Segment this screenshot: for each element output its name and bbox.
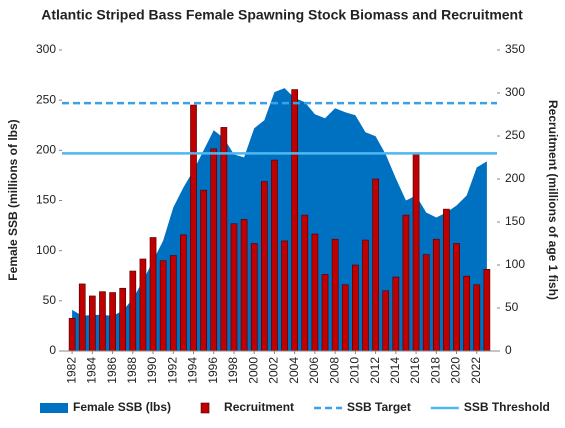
recruitment-bar [402, 214, 410, 352]
recruitment-bar [149, 237, 157, 352]
x-tick-label: 2004 [287, 357, 301, 384]
recruitment-bar [443, 208, 450, 352]
chart-title: Atlantic Striped Bass Female Spawning St… [41, 7, 523, 23]
x-tick-label: 2018 [428, 357, 442, 384]
legend-label: Female SSB (lbs) [73, 400, 171, 414]
y2-tick-label: 50 [505, 300, 519, 314]
y2-tick-label: 350 [505, 42, 525, 56]
x-tick-label: 1990 [145, 357, 159, 384]
recruitment-bar [68, 318, 76, 352]
recruitment-bar [281, 240, 288, 352]
recruitment-bar [190, 104, 197, 352]
x-tick-label: 2008 [327, 357, 341, 384]
recruitment-bar [422, 254, 430, 352]
x-tick-label: 2006 [307, 357, 321, 384]
recruitment-bar [382, 290, 390, 352]
recruitment-bar [180, 234, 187, 352]
y-tick-label: 300 [36, 42, 56, 56]
recruitment-bar [453, 243, 460, 352]
recruitment-bar [392, 276, 400, 352]
recruitment-bar [210, 148, 218, 352]
x-tick-label: 1986 [105, 357, 119, 384]
legend-swatch [200, 402, 210, 414]
y2-tick-label: 250 [505, 128, 525, 142]
recruitment-bar [250, 243, 258, 352]
y-tick-label: 150 [36, 193, 56, 207]
recruitment-bar [372, 178, 379, 352]
recruitment-bar [240, 219, 248, 352]
legend-swatch [40, 403, 68, 413]
recruitment-bar [432, 238, 440, 352]
y-tick-label: 250 [36, 92, 56, 106]
x-tick-label: 1998 [226, 357, 240, 384]
recruitment-bar [99, 291, 106, 352]
recruitment-bar [260, 181, 268, 352]
x-tick-label: 2020 [449, 357, 463, 384]
recruitment-bar [129, 270, 137, 352]
y-tick-label: 0 [49, 343, 56, 357]
y2-tick-label: 300 [505, 85, 525, 99]
recruitment-bar [159, 260, 167, 352]
recruitment-bar [311, 233, 319, 352]
recruitment-bar [200, 189, 207, 352]
recruitment-bar [271, 159, 278, 352]
x-tick-label: 2012 [368, 357, 382, 384]
y2-tick-label: 150 [505, 214, 525, 228]
recruitment-bar [291, 89, 299, 352]
recruitment-bar [331, 238, 339, 352]
x-tick-label: 1994 [186, 357, 200, 384]
recruitment-bar [78, 283, 86, 352]
x-tick-label: 2016 [408, 357, 422, 384]
recruitment-bar [169, 255, 177, 352]
x-tick-label: 1982 [64, 357, 78, 384]
recruitment-bar [220, 127, 228, 352]
x-tick-label: 2002 [267, 357, 281, 384]
legend-label: Recruitment [224, 400, 294, 414]
legend-label: SSB Threshold [464, 400, 550, 414]
legend-label: SSB Target [347, 400, 411, 414]
x-tick-label: 1988 [125, 357, 139, 384]
recruitment-bar [321, 274, 329, 352]
recruitment-bar [139, 258, 147, 352]
x-tick-label: 2022 [469, 357, 483, 384]
y2-axis-label: Recruitment (millions of age 1 fish) [546, 100, 560, 300]
y-tick-label: 50 [43, 293, 57, 307]
y2-tick-label: 200 [505, 171, 525, 185]
y-axis-label: Female SSB (millions of lbs) [6, 119, 20, 280]
recruitment-bar [89, 295, 96, 352]
recruitment-bar [230, 223, 238, 352]
recruitment-bar [301, 214, 309, 352]
y-tick-label: 100 [36, 243, 56, 257]
recruitment-bar [483, 268, 491, 352]
recruitment-bar [109, 292, 116, 352]
recruitment-bar [473, 284, 481, 352]
recruitment-bar [463, 275, 470, 352]
recruitment-bar [341, 284, 349, 352]
recruitment-bar [119, 287, 127, 352]
x-tick-label: 2014 [388, 357, 402, 384]
recruitment-bar [362, 239, 369, 352]
x-tick-label: 1984 [85, 357, 99, 384]
x-tick-label: 2000 [246, 357, 260, 384]
y-tick-label: 200 [36, 143, 56, 157]
y2-tick-label: 100 [505, 257, 525, 271]
y2-tick-label: 0 [505, 343, 512, 357]
recruitment-bar [352, 264, 359, 352]
x-tick-label: 2010 [348, 357, 362, 384]
x-tick-label: 1996 [206, 357, 220, 384]
recruitment-bar [412, 152, 420, 352]
x-tick-label: 1992 [165, 357, 179, 384]
